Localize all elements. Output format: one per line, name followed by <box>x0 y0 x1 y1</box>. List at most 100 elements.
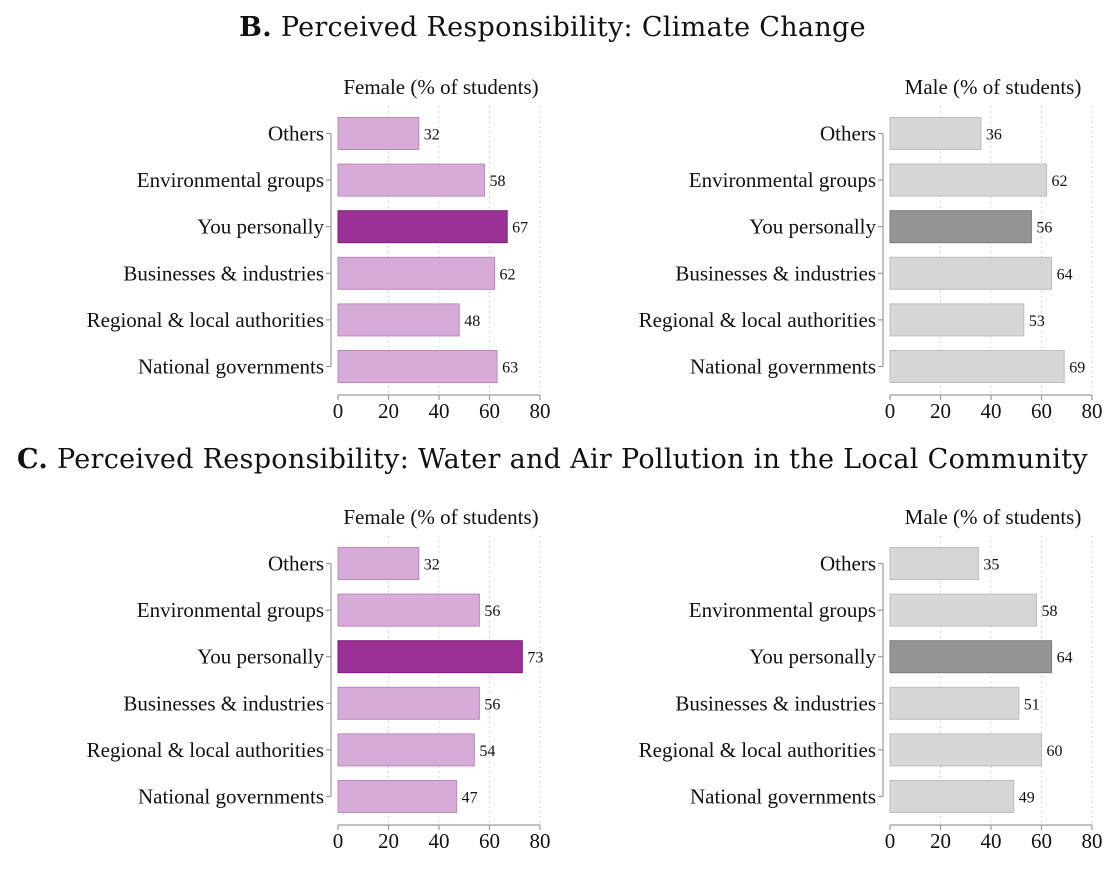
chart-2-value-label-businesses-industries: 64 <box>1057 266 1073 283</box>
chart-4-value-label-environmental-groups: 58 <box>1041 603 1057 620</box>
chart-3-category-label-you-personally: You personally <box>197 645 324 669</box>
chart-3-bar-you-personally <box>337 640 523 674</box>
chart-3-x-tick-label-20: 20 <box>378 829 399 853</box>
chart-2-bar-environmental-groups <box>889 163 1048 197</box>
chart-3-category-label-environmental-groups: Environmental groups <box>137 598 324 622</box>
chart-1-value-label-national-governments: 63 <box>502 360 518 377</box>
chart-4-panel-title: Male (% of students) <box>905 505 1082 529</box>
chart-4-x-tick-label-60: 60 <box>1031 829 1052 853</box>
chart-1-bar-businesses-industries <box>337 256 496 290</box>
chart-4-bar-you-personally <box>889 640 1053 674</box>
chart-c-male: Male (% of students) Others 35 Environmenta… <box>639 505 1103 853</box>
chart-3-value-label-regional-local-authorities: 54 <box>479 743 495 760</box>
chart-3-bar-environmental-groups <box>337 593 480 627</box>
chart-1-bar-national-governments <box>337 350 498 383</box>
chart-4-value-label-regional-local-authorities: 60 <box>1047 743 1063 760</box>
chart-2-panel-title: Male (% of students) <box>905 75 1082 99</box>
chart-4-bar-others <box>889 547 979 580</box>
chart-1-category-label-you-personally: You personally <box>197 215 324 239</box>
chart-1-category-label-businesses-industries: Businesses & industries <box>123 261 324 285</box>
chart-2-category-label-regional-local-authorities: Regional & local authorities <box>639 308 876 332</box>
chart-c-female: Female (% of students) Others 32 Environmen… <box>87 505 551 853</box>
chart-3-value-label-you-personally: 73 <box>527 650 543 667</box>
chart-4-value-label-you-personally: 64 <box>1057 650 1073 667</box>
chart-2-x-tick-label-40: 40 <box>981 399 1002 423</box>
chart-4-x-tick-label-80: 80 <box>1082 829 1103 853</box>
chart-3-x-tick-label-40: 40 <box>429 829 450 853</box>
chart-3-value-label-others: 32 <box>424 557 440 574</box>
chart-1-x-tick-label-0: 0 <box>333 399 344 423</box>
chart-1-value-label-businesses-industries: 62 <box>500 266 516 283</box>
chart-3-category-label-national-governments: National governments <box>138 785 324 809</box>
section-b-letter: B. <box>239 12 272 43</box>
chart-1-bar-others <box>337 117 420 150</box>
section-b-title-text: Perceived Responsibility: Climate Change <box>280 12 866 43</box>
chart-4-value-label-national-governments: 49 <box>1019 790 1035 807</box>
chart-4-category-label-you-personally: You personally <box>749 645 876 669</box>
chart-3-category-label-others: Others <box>268 552 324 576</box>
chart-1-category-label-environmental-groups: Environmental groups <box>137 168 324 192</box>
chart-2-value-label-national-governments: 69 <box>1069 360 1085 377</box>
chart-4-value-label-others: 35 <box>983 557 999 574</box>
chart-3-bar-regional-local-authorities <box>337 733 475 767</box>
chart-1-x-tick-label-40: 40 <box>429 399 450 423</box>
chart-1-x-tick-label-80: 80 <box>530 399 551 423</box>
chart-1-value-label-environmental-groups: 58 <box>489 173 505 190</box>
chart-2-bar-regional-local-authorities <box>889 303 1025 337</box>
chart-3-value-label-businesses-industries: 56 <box>484 696 500 713</box>
chart-4-x-tick-label-0: 0 <box>885 829 896 853</box>
section-c-title: C. Perceived Responsibility: Water and A… <box>0 444 1105 475</box>
chart-1-x-tick-label-60: 60 <box>479 399 500 423</box>
chart-3-panel-title: Female (% of students) <box>343 505 538 529</box>
chart-1-bar-you-personally <box>337 210 508 244</box>
chart-2-x-tick-label-0: 0 <box>885 399 896 423</box>
section-c-title-text: Perceived Responsibility: Water and Air … <box>56 444 1088 475</box>
chart-3-value-label-environmental-groups: 56 <box>484 603 500 620</box>
chart-4-bar-environmental-groups <box>889 593 1037 627</box>
chart-1-x-tick-label-20: 20 <box>378 399 399 423</box>
chart-1-bar-environmental-groups <box>337 163 485 197</box>
chart-4-category-label-national-governments: National governments <box>690 785 876 809</box>
chart-4-category-label-others: Others <box>820 552 876 576</box>
section-c-letter: C. <box>17 444 49 475</box>
chart-1-value-label-you-personally: 67 <box>512 220 528 237</box>
chart-4-category-label-businesses-industries: Businesses & industries <box>675 691 876 715</box>
chart-1-category-label-regional-local-authorities: Regional & local authorities <box>87 308 324 332</box>
chart-2-x-tick-label-20: 20 <box>930 399 951 423</box>
chart-1-value-label-others: 32 <box>424 127 440 144</box>
chart-2-bar-national-governments <box>889 350 1065 383</box>
chart-4-bar-national-governments <box>889 780 1015 813</box>
chart-3-bar-national-governments <box>337 780 458 813</box>
chart-4-x-tick-label-20: 20 <box>930 829 951 853</box>
chart-4-category-label-environmental-groups: Environmental groups <box>689 598 876 622</box>
chart-2-category-label-environmental-groups: Environmental groups <box>689 168 876 192</box>
chart-2-category-label-you-personally: You personally <box>749 215 876 239</box>
section-b-title: B. Perceived Responsibility: Climate Cha… <box>0 12 1105 43</box>
chart-2-bar-you-personally <box>889 210 1032 244</box>
chart-4-bar-businesses-industries <box>889 686 1020 720</box>
chart-1-value-label-regional-local-authorities: 48 <box>464 313 480 330</box>
chart-2-value-label-environmental-groups: 62 <box>1052 173 1068 190</box>
chart-2-x-tick-label-60: 60 <box>1031 399 1052 423</box>
chart-1-panel-title: Female (% of students) <box>343 75 538 99</box>
chart-3-value-label-national-governments: 47 <box>462 790 478 807</box>
chart-2-bar-businesses-industries <box>889 256 1053 290</box>
chart-3-x-tick-label-80: 80 <box>530 829 551 853</box>
chart-4-category-label-regional-local-authorities: Regional & local authorities <box>639 738 876 762</box>
chart-3-bar-businesses-industries <box>337 686 480 720</box>
chart-3-x-tick-label-0: 0 <box>333 829 344 853</box>
chart-4-x-tick-label-40: 40 <box>981 829 1002 853</box>
chart-2-category-label-businesses-industries: Businesses & industries <box>675 261 876 285</box>
chart-3-bar-others <box>337 547 420 580</box>
chart-4-bar-regional-local-authorities <box>889 733 1042 767</box>
chart-b-female: Female (% of students) Others 32 Environmen… <box>87 75 551 423</box>
chart-2-bar-others <box>889 117 982 150</box>
chart-2-x-tick-label-80: 80 <box>1082 399 1103 423</box>
chart-2-value-label-others: 36 <box>986 127 1002 144</box>
chart-1-bar-regional-local-authorities <box>337 303 460 337</box>
chart-1-category-label-others: Others <box>268 122 324 146</box>
chart-2-category-label-others: Others <box>820 122 876 146</box>
chart-2-value-label-you-personally: 56 <box>1036 220 1052 237</box>
chart-4-value-label-businesses-industries: 51 <box>1024 696 1040 713</box>
chart-b-male: Male (% of students) Others 36 Environmenta… <box>639 75 1103 423</box>
